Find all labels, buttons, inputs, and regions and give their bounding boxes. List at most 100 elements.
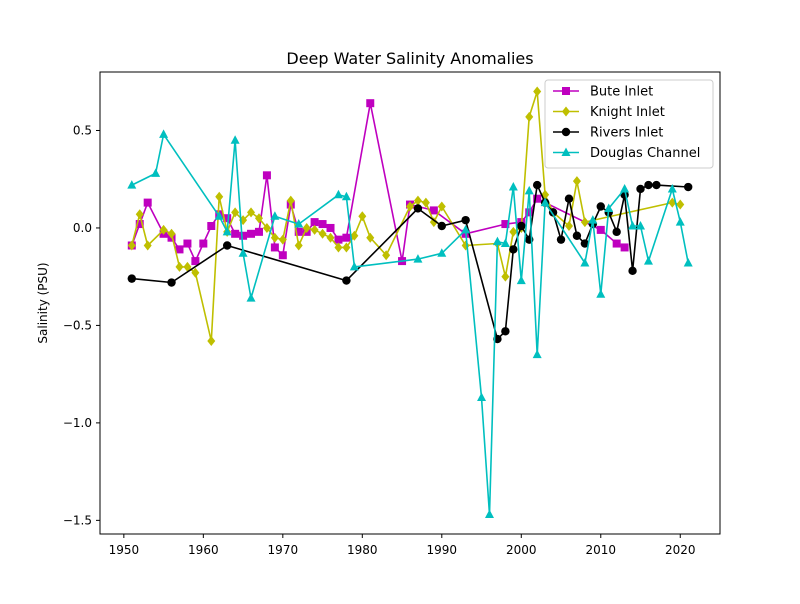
data-point-rivers-inlet [644,180,653,190]
data-point-bute-inlet [143,198,152,207]
series-layer [127,86,693,519]
data-point-knight-inlet [135,209,144,220]
data-point-douglas-channel [222,226,232,236]
data-point-bute-inlet [270,243,279,252]
data-point-rivers-inlet [652,180,661,190]
data-point-douglas-channel [524,185,534,195]
x-tick-label: 2010 [585,543,616,557]
data-point-rivers-inlet [684,182,693,192]
x-tick-label: 1980 [347,543,378,557]
data-point-knight-inlet [191,267,200,278]
data-point-rivers-inlet [628,266,637,276]
data-point-bute-inlet [223,214,232,223]
data-point-bute-inlet [278,251,287,260]
data-point-bute-inlet [334,235,343,244]
data-point-rivers-inlet [342,276,351,285]
data-point-douglas-channel [540,197,550,207]
data-point-knight-inlet [286,195,295,206]
data-point-knight-inlet [326,232,335,243]
data-point-bute-inlet [183,239,192,248]
data-point-bute-inlet [525,208,534,217]
data-point-douglas-channel [596,289,606,298]
y-tick-label: −1.5 [63,513,92,527]
legend-box [544,79,714,169]
y-tick-label: 0.5 [73,123,92,137]
data-point-knight-inlet [302,222,311,233]
data-point-douglas-channel [437,248,447,257]
data-point-rivers-inlet [222,241,232,250]
data-point-douglas-channel [127,180,137,189]
data-point-douglas-channel [643,256,653,265]
x-tick-label: 2020 [665,543,696,557]
data-point-knight-inlet [215,191,224,202]
data-point-rivers-inlet [532,180,542,190]
data-point-rivers-inlet [517,221,526,231]
data-point-rivers-inlet [636,184,645,194]
data-point-knight-inlet [183,261,192,272]
data-point-knight-inlet [262,222,271,233]
data-point-knight-inlet [564,221,573,231]
data-point-douglas-channel [159,129,169,138]
data-point-douglas-channel [683,258,693,267]
data-point-knight-inlet [406,201,414,212]
data-point-knight-inlet [525,111,534,122]
x-tick-label: 1950 [109,543,140,557]
data-point-bute-inlet [326,223,335,232]
data-point-knight-inlet [231,207,240,218]
data-point-douglas-channel [413,254,423,263]
data-point-douglas-channel [508,182,518,191]
data-point-rivers-inlet [437,221,446,231]
data-point-rivers-inlet [461,215,470,225]
data-point-knight-inlet [421,197,430,208]
data-point-douglas-channel [461,224,471,234]
y-tick-label: −0.5 [63,318,92,332]
data-point-bute-inlet [239,231,248,240]
series-line-douglas-channel [131,133,689,516]
data-point-douglas-channel [500,238,510,248]
data-point-douglas-channel [246,293,256,302]
data-point-rivers-inlet [127,274,136,283]
data-point-knight-inlet [533,86,542,97]
data-point-bute-inlet [175,245,184,254]
data-point-knight-inlet [509,226,518,237]
data-point-knight-inlet [318,228,327,239]
data-point-rivers-inlet [413,204,423,213]
legend-marker-knight-inlet [562,106,570,117]
data-point-bute-inlet [294,227,303,236]
data-point-rivers-inlet [564,194,574,203]
data-point-knight-inlet [254,213,263,224]
data-point-rivers-inlet [556,235,566,244]
data-point-douglas-channel [341,191,351,201]
data-point-knight-inlet [167,228,176,239]
data-point-douglas-channel [532,349,542,359]
data-point-rivers-inlet [572,231,582,240]
data-point-knight-inlet [334,242,343,253]
data-point-bute-inlet [318,220,327,229]
data-point-knight-inlet [366,232,375,243]
data-point-bute-inlet [366,99,375,108]
data-point-douglas-channel [484,509,494,519]
data-point-douglas-channel [628,221,638,230]
y-tick-label: −1.0 [63,416,92,430]
data-point-bute-inlet [429,206,438,215]
y-axis-label: Salinity (PSU) [36,262,50,343]
data-point-knight-inlet [358,211,367,222]
data-point-rivers-inlet [501,327,510,336]
x-tick-label: 1970 [268,543,299,557]
data-point-knight-inlet [247,207,256,218]
data-point-knight-inlet [310,224,319,235]
data-point-bute-inlet [310,218,319,227]
data-point-rivers-inlet [167,278,176,287]
data-point-knight-inlet [676,199,685,210]
legend-marker-rivers-inlet [561,127,571,137]
x-tick-label: 2000 [506,543,537,557]
data-point-knight-inlet [207,336,216,347]
legend-label-knight-inlet: Knight Inlet [590,105,665,120]
data-point-douglas-channel [604,203,614,212]
data-point-bute-inlet [207,222,216,230]
data-point-bute-inlet [612,239,621,248]
data-point-knight-inlet [294,240,303,251]
data-point-bute-inlet [262,171,271,180]
data-point-douglas-channel [151,168,161,177]
